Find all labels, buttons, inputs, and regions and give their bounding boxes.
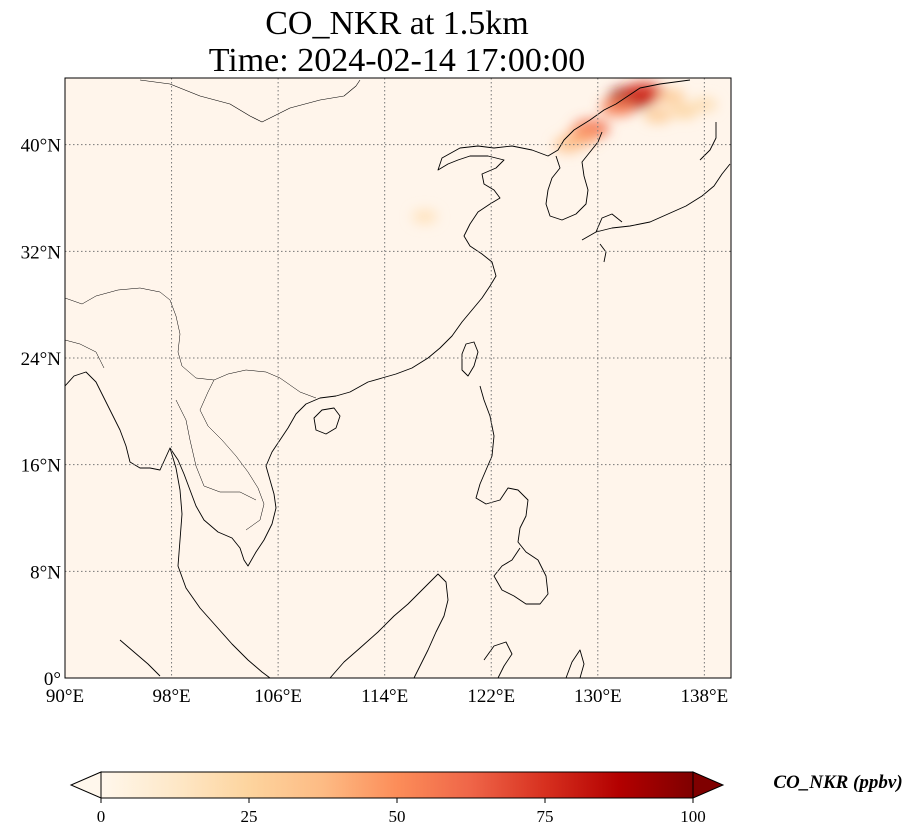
lat-tick-label: 8°N [30,562,61,583]
colorbar-label: CO_NKR (ppbv) [773,772,902,793]
co-plume-layer [412,82,718,224]
sulawesi-coastline [483,641,513,678]
lon-tick-label: 98°E [152,686,190,707]
hainan-coastline [313,407,341,435]
korea-coastline [545,131,603,221]
latitude-tick-labels: 0° 8°N 16°N 24°N 32°N 40°N [21,136,62,690]
co-plume-9 [691,97,718,112]
border-india-bangladesh [65,339,105,369]
lon-tick-label: 90°E [46,686,84,707]
indochina-coastline [169,395,337,678]
colorbar-body [100,771,694,799]
japan-coastline [581,122,731,263]
lon-tick-label: 130°E [574,686,622,707]
myanmar-coastline [65,371,171,471]
borneo-coastline [329,573,449,678]
mongolia-border [139,79,361,123]
co-plume-7 [643,107,672,124]
colorbar-tick-label: 75 [537,807,554,826]
lon-tick-label: 122°E [467,686,515,707]
colorbar-extend-max [692,771,725,799]
lon-tick-label: 114°E [361,686,408,707]
colorbar-tick-label: 100 [680,807,706,826]
colorbar-tick-label: 0 [97,807,106,826]
co-plume-10 [656,88,686,105]
country-borders [65,287,317,531]
lat-tick-label: 0° [44,669,61,690]
co-plume-11 [412,209,438,224]
longitude-tick-labels: 90°E 98°E 106°E 114°E 122°E 130°E 138°E [46,686,728,707]
lat-tick-label: 32°N [21,242,62,263]
lat-tick-label: 40°N [21,136,62,157]
colorbar-tick-label: 50 [389,807,406,826]
lon-tick-label: 138°E [681,686,729,707]
co-plume-3 [600,98,636,117]
philippines-coastline [475,385,549,605]
map-panel[interactable] [64,77,732,679]
coastlines [65,79,731,678]
co-plume-2 [623,82,665,104]
china-coastline [335,79,691,397]
border-thailand-cambodia [175,399,257,501]
border-myanmar-china [65,287,317,399]
lat-tick-label: 16°N [21,456,62,477]
map-background [65,78,731,678]
co-plume-8 [670,103,698,119]
title-line-1: CO_NKR at 1.5km [265,5,529,42]
colorbar-extend-min [69,771,102,799]
title-line-2: Time: 2024-02-14 17:00:00 [209,42,586,79]
colorbar: 0 25 50 75 100 CO_NKR (ppbv) [69,771,903,826]
border-laos-vietnam [199,379,265,531]
map-gridlines [65,78,731,678]
lat-tick-label: 24°N [21,349,62,370]
lon-tick-label: 106°E [254,686,302,707]
newguinea-coastline [565,649,585,678]
colorbar-tick-label: 25 [241,807,258,826]
co-plume-6 [553,136,584,153]
sumatra-coastline [119,639,161,677]
map-frame [64,77,732,679]
taiwan-coastline [461,341,479,377]
colorbar-tick-labels: 0 25 50 75 100 [97,798,706,826]
